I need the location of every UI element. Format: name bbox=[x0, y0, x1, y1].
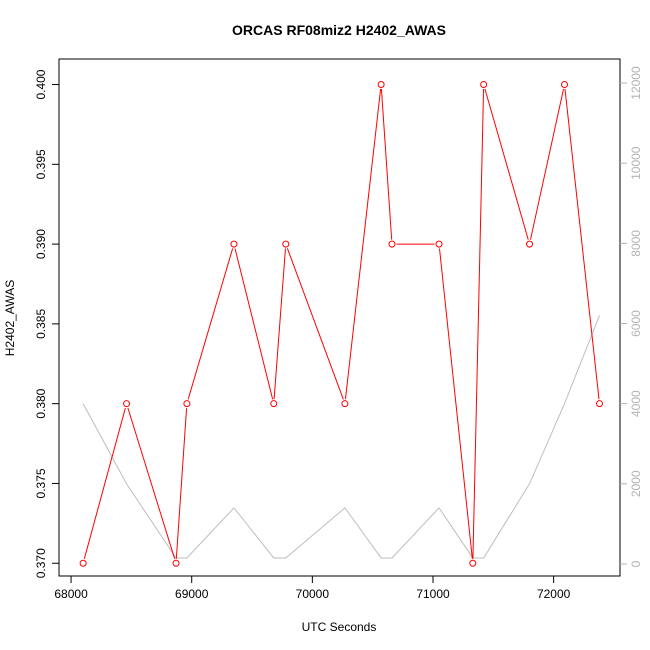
series-red-point-12 bbox=[480, 81, 488, 89]
series-grey-line bbox=[82, 315, 600, 559]
series-red-segment-0-0 bbox=[83, 407, 126, 560]
series-red-point-4 bbox=[230, 240, 238, 248]
y-tick-label-3: 0.385 bbox=[34, 309, 48, 339]
series-red-segment-0-6 bbox=[286, 248, 344, 400]
series-red-segment-1-1 bbox=[472, 89, 485, 559]
x-axis-label: UTC Seconds bbox=[302, 620, 377, 634]
series-red-segment-0-4 bbox=[234, 248, 274, 400]
plot-frame bbox=[58, 58, 621, 577]
series-red-point-15 bbox=[595, 400, 603, 408]
series-red-point-10 bbox=[435, 240, 443, 248]
series-red-point-6 bbox=[282, 240, 290, 248]
y-tick-label-4: 0.390 bbox=[34, 229, 48, 259]
x-tick-label-1: 69000 bbox=[175, 587, 209, 601]
series-red-segment-0-5 bbox=[273, 248, 286, 400]
series-red-point-8 bbox=[377, 81, 385, 89]
x-tick-label-0: 68000 bbox=[54, 587, 88, 601]
series-red-point-13 bbox=[526, 240, 534, 248]
series-red-point-14 bbox=[561, 81, 569, 89]
series-red-point-5 bbox=[270, 400, 278, 408]
series-red-segment-0-1 bbox=[127, 407, 176, 560]
y2-tick-label-5: 10000 bbox=[629, 146, 643, 180]
series-layer bbox=[79, 81, 603, 567]
y-tick-label-5: 0.395 bbox=[34, 149, 48, 179]
series-red-segment-0-2 bbox=[175, 408, 188, 559]
series-red-point-2 bbox=[172, 559, 180, 567]
y2-tick-label-2: 4000 bbox=[629, 390, 643, 417]
y-tick-label-2: 0.380 bbox=[34, 388, 48, 418]
y-tick-label-0: 0.370 bbox=[34, 548, 48, 578]
x-axis: 68000 69000 70000 71000 72000 bbox=[54, 576, 571, 601]
series-red-point-7 bbox=[341, 400, 349, 408]
y-tick-label-1: 0.375 bbox=[34, 468, 48, 498]
series-red-segment-0-3 bbox=[187, 248, 234, 400]
y2-tick-label-1: 2000 bbox=[629, 470, 643, 497]
y-axis-right: 0 2000 4000 6000 8000 10000 12000 bbox=[620, 66, 643, 567]
y2-tick-label-0: 0 bbox=[629, 560, 643, 567]
series-red-segment-1-2 bbox=[484, 88, 529, 240]
y2-tick-label-4: 8000 bbox=[629, 230, 643, 257]
series-red-point-11 bbox=[469, 559, 477, 567]
series-red-segment-0-8 bbox=[380, 88, 393, 240]
x-tick-label-2: 70000 bbox=[296, 587, 330, 601]
series-red-point-0 bbox=[79, 559, 87, 567]
series-red-point-3 bbox=[183, 400, 191, 408]
series-red-segment-1-0 bbox=[439, 248, 473, 559]
x-tick-label-4: 72000 bbox=[537, 587, 571, 601]
y-tick-label-6: 0.400 bbox=[34, 69, 48, 99]
x-tick-label-3: 71000 bbox=[416, 587, 450, 601]
series-red-point-1 bbox=[123, 400, 131, 408]
series-red-segment-0-7 bbox=[344, 88, 382, 400]
y-axis-left: 0.370 0.375 0.380 0.385 0.390 0.395 0.400 bbox=[34, 69, 59, 578]
chart-title: ORCAS RF08miz2 H2402_AWAS bbox=[232, 22, 446, 38]
series-red-segment-1-3 bbox=[529, 88, 565, 240]
y2-tick-label-6: 12000 bbox=[629, 66, 643, 100]
series-red-segment-1-4 bbox=[564, 88, 600, 400]
series-red-point-9 bbox=[388, 240, 396, 248]
y2-tick-label-3: 6000 bbox=[629, 310, 643, 337]
y-axis-label: H2402_AWAS bbox=[3, 280, 17, 356]
